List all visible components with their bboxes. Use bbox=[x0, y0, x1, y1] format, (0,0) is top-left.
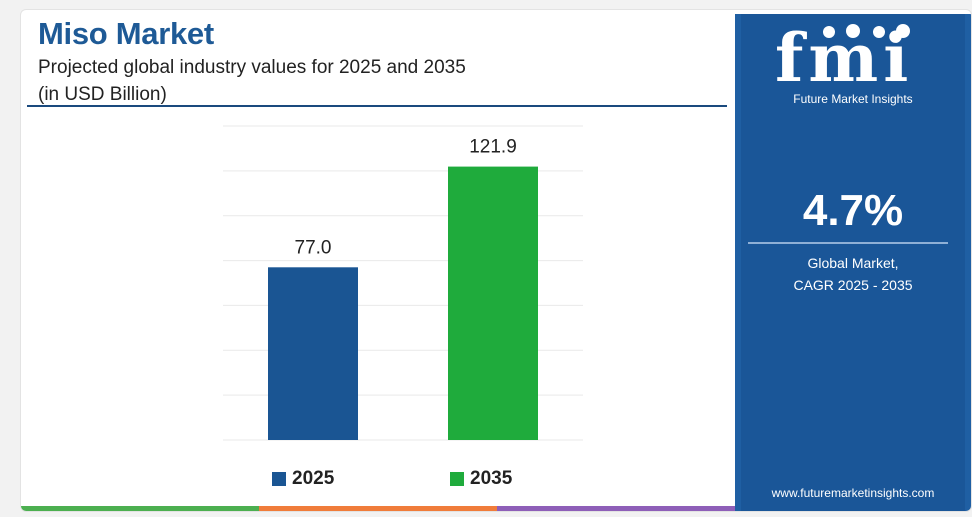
chart-subtitle: Projected global industry values for 202… bbox=[38, 54, 638, 108]
title-divider bbox=[27, 105, 727, 107]
bar-2025 bbox=[268, 267, 358, 440]
legend-label-2025: 2025 bbox=[292, 468, 335, 489]
info-panel: fmi Future Market Insights 4.7% Global M… bbox=[735, 14, 971, 511]
chart-card: Miso Market Projected global industry va… bbox=[20, 9, 972, 512]
bottom-color-bar bbox=[21, 506, 735, 511]
unit-text: (in USD Billion) bbox=[38, 84, 167, 105]
legend-label-2035: 2035 bbox=[470, 468, 513, 489]
bar-2035 bbox=[448, 166, 538, 441]
bottom-bar-segment-orange bbox=[259, 506, 497, 511]
cagr-value: 4.7% bbox=[802, 186, 904, 235]
data-label-2025: 77.0 bbox=[295, 237, 332, 258]
fmi-logo: fmi bbox=[775, 19, 914, 97]
cagr-label-line1: Global Market, bbox=[807, 255, 899, 271]
legend-swatch-2025 bbox=[272, 472, 286, 486]
cagr-label: Global Market, CAGR 2025 - 2035 bbox=[741, 252, 965, 296]
bottom-bar-segment-green bbox=[21, 506, 259, 511]
info-panel-body: fmi Future Market Insights 4.7% Global M… bbox=[741, 14, 965, 511]
subtitle-text: Projected global industry values for 202… bbox=[38, 57, 466, 78]
panel-divider bbox=[748, 242, 948, 244]
legend-item-2035: 2035 bbox=[450, 468, 512, 490]
chart-title: Miso Market bbox=[38, 16, 214, 51]
legend-swatch-2035 bbox=[450, 472, 464, 486]
website-link[interactable]: www.futuremarketinsights.com bbox=[771, 486, 935, 500]
data-label-2035: 121.9 bbox=[469, 137, 517, 158]
legend-item-2025: 2025 bbox=[272, 468, 334, 490]
bottom-bar-segment-purple bbox=[497, 506, 735, 511]
bar-chart: 77.0 121.9 bbox=[223, 125, 583, 441]
cagr-label-line2: CAGR 2025 - 2035 bbox=[793, 277, 913, 293]
fmi-people-icon bbox=[823, 24, 910, 38]
logo-tagline: Future Market Insights bbox=[793, 92, 913, 106]
